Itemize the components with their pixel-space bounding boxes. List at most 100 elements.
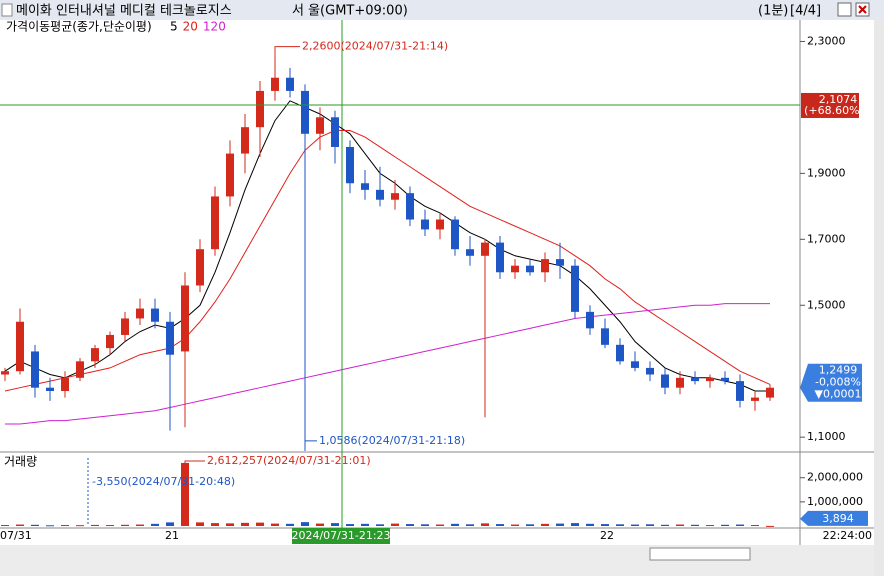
moving-average-line (5, 303, 770, 425)
volume-bar (541, 523, 549, 526)
candle-body (451, 219, 459, 250)
candle-body (556, 259, 564, 266)
candle-body (181, 285, 189, 352)
volume-bar (721, 524, 729, 526)
candle-body (421, 219, 429, 230)
candle-body (406, 193, 414, 220)
moving-average-line (4, 100, 770, 392)
candle-body (661, 374, 669, 388)
restore-button[interactable] (837, 2, 852, 17)
title: 메이화 인터내셔널 메디컬 테크놀로지스 (16, 4, 232, 19)
volume-title: 거래량 (4, 455, 37, 469)
volume-high-marker (184, 460, 205, 463)
volume-bar (346, 524, 354, 526)
crosshair-box (801, 92, 859, 118)
side-toolbar (874, 20, 884, 576)
volume-bar (31, 524, 39, 526)
last-volume: 3,894 (822, 512, 854, 525)
volume-bar (106, 525, 114, 527)
candle-body (526, 265, 534, 273)
candle-body (151, 308, 159, 322)
interval: (1분) (758, 4, 788, 19)
candle-body (676, 377, 684, 388)
volume-bar (136, 524, 144, 526)
volume-bar (76, 525, 84, 527)
crosshair-change: (+68.60%) (804, 104, 864, 117)
volume-bar (766, 525, 774, 527)
volume-bar (286, 523, 294, 526)
volume-bar (1, 525, 9, 527)
y-tick-label: 1,9000 (807, 166, 846, 179)
moving-average-line (4, 129, 771, 392)
candle-body (271, 77, 279, 91)
candle-body (31, 351, 39, 388)
volume-bar (46, 525, 54, 527)
volume-bar (496, 524, 504, 526)
volume-bar (451, 523, 459, 526)
x-tick-label: 07/31 (0, 529, 32, 542)
candle-body (391, 193, 399, 200)
candle-body (361, 183, 369, 190)
volume-bar (376, 524, 384, 526)
x-tick-label: 21 (165, 529, 179, 542)
last-change: -0,008% (815, 376, 861, 389)
volume-bar (736, 524, 744, 526)
candle-body (646, 367, 654, 375)
volume-high-label: 2,612,257(2024/07/31-21:01) (207, 454, 371, 467)
candle-body (736, 381, 744, 401)
candle-body (76, 361, 84, 378)
candle-body (691, 377, 699, 382)
candle-body (226, 153, 234, 197)
candle-body (436, 219, 444, 230)
volume-bar (331, 523, 339, 526)
volume-bar (571, 523, 579, 526)
volume-bar (361, 523, 369, 526)
cursor-time-box (292, 528, 390, 544)
candle-body (541, 259, 549, 273)
volume-bar (256, 522, 264, 526)
volume-bar (661, 524, 669, 526)
volume-bar (556, 523, 564, 526)
last-price-box (800, 363, 862, 402)
crosshair-label: 2,1074 (819, 93, 858, 106)
legend-entry: 120 (203, 20, 226, 34)
high-marker (274, 46, 300, 55)
candle-body (316, 117, 324, 134)
candle-body (91, 348, 99, 362)
volume-bar (211, 523, 219, 526)
volume-bar (391, 523, 399, 526)
volume-bar (166, 522, 174, 526)
volume-bar (706, 525, 714, 527)
volume-bar (436, 524, 444, 526)
candle-body (631, 361, 639, 368)
market: 서 울(GMT+09:00) (292, 4, 408, 19)
candle-body (211, 196, 219, 250)
cursor-time: 2024/07/31-21:23 (291, 529, 390, 542)
volume-bar (586, 523, 594, 526)
scroll-track[interactable] (649, 547, 751, 561)
candle-body (511, 265, 519, 273)
candle-body (571, 265, 579, 312)
volume-bar (526, 524, 534, 526)
candle-body (346, 146, 354, 184)
icon (1, 3, 13, 17)
last-price: 1,2499 (819, 364, 858, 377)
candle-body (121, 318, 129, 335)
candle-body (196, 249, 204, 286)
candle-body (766, 387, 774, 398)
volume-bar (481, 523, 489, 526)
page-indicator: [4/4] (790, 4, 821, 19)
volume-tick-label: 2,000,000 (807, 471, 863, 484)
volume-bar (91, 524, 99, 526)
volume-bar (646, 524, 654, 526)
legend-entry: 20 (183, 20, 198, 34)
last-volume-box (800, 510, 868, 526)
legend-entry: 5 (170, 20, 178, 34)
candle-body (496, 242, 504, 273)
volume-bar (631, 524, 639, 526)
candle-body (136, 308, 144, 319)
volume-bar (751, 525, 759, 527)
candle-body (601, 328, 609, 345)
